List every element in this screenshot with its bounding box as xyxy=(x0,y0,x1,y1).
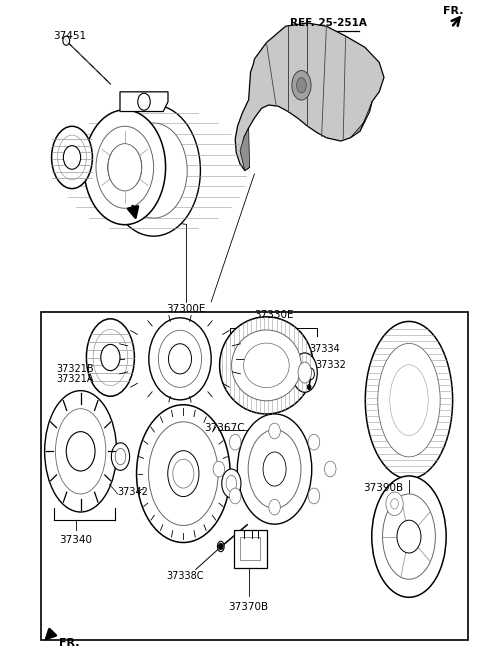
Text: 37321B: 37321B xyxy=(56,364,94,375)
Circle shape xyxy=(391,499,398,509)
Ellipse shape xyxy=(292,353,317,392)
Circle shape xyxy=(386,492,403,516)
Circle shape xyxy=(63,36,70,45)
Circle shape xyxy=(229,434,241,450)
Text: 37370B: 37370B xyxy=(228,602,269,612)
Ellipse shape xyxy=(248,430,301,508)
Ellipse shape xyxy=(217,541,224,552)
Text: 37342: 37342 xyxy=(118,487,148,497)
Circle shape xyxy=(138,93,150,110)
Ellipse shape xyxy=(168,451,199,497)
Ellipse shape xyxy=(298,362,312,383)
Ellipse shape xyxy=(220,317,313,414)
Circle shape xyxy=(63,146,81,169)
Circle shape xyxy=(173,459,194,488)
Ellipse shape xyxy=(84,110,166,224)
Circle shape xyxy=(324,461,336,477)
Ellipse shape xyxy=(390,365,428,436)
Ellipse shape xyxy=(263,452,286,486)
Ellipse shape xyxy=(136,405,230,543)
Ellipse shape xyxy=(108,144,142,191)
Polygon shape xyxy=(350,102,372,138)
Text: FR.: FR. xyxy=(59,638,79,648)
Ellipse shape xyxy=(55,409,106,494)
Ellipse shape xyxy=(45,391,117,512)
Circle shape xyxy=(229,488,241,504)
Circle shape xyxy=(308,434,320,450)
Ellipse shape xyxy=(222,469,241,498)
Ellipse shape xyxy=(115,449,126,464)
Circle shape xyxy=(269,499,280,515)
Ellipse shape xyxy=(307,368,314,380)
Ellipse shape xyxy=(378,344,440,457)
Circle shape xyxy=(213,461,225,477)
Polygon shape xyxy=(235,23,384,171)
Bar xyxy=(240,537,260,560)
Ellipse shape xyxy=(168,344,192,374)
Text: 37451: 37451 xyxy=(53,31,86,41)
Text: 37334: 37334 xyxy=(310,344,340,354)
Ellipse shape xyxy=(292,70,311,100)
Text: 37330E: 37330E xyxy=(254,310,293,320)
Text: REF. 25-251A: REF. 25-251A xyxy=(290,18,367,28)
Ellipse shape xyxy=(237,414,312,524)
Ellipse shape xyxy=(58,135,86,180)
Circle shape xyxy=(108,144,142,190)
Text: 37332: 37332 xyxy=(315,360,346,371)
Text: 37390B: 37390B xyxy=(363,483,403,493)
Circle shape xyxy=(307,384,311,390)
Ellipse shape xyxy=(86,319,134,396)
Ellipse shape xyxy=(372,476,446,597)
Ellipse shape xyxy=(297,77,306,93)
Text: 37300E: 37300E xyxy=(167,304,206,314)
Ellipse shape xyxy=(244,343,289,388)
Bar xyxy=(234,530,267,568)
Ellipse shape xyxy=(149,318,211,400)
Text: 37367C: 37367C xyxy=(204,423,245,433)
Circle shape xyxy=(218,543,223,550)
Ellipse shape xyxy=(226,475,237,492)
Polygon shape xyxy=(240,128,250,171)
Circle shape xyxy=(397,520,421,553)
Ellipse shape xyxy=(107,105,201,236)
Ellipse shape xyxy=(232,330,301,401)
Circle shape xyxy=(101,344,120,371)
Ellipse shape xyxy=(120,123,187,218)
Text: 37340: 37340 xyxy=(60,535,92,544)
Circle shape xyxy=(308,488,320,504)
Ellipse shape xyxy=(52,126,93,189)
Ellipse shape xyxy=(96,126,154,209)
Circle shape xyxy=(66,432,95,471)
Ellipse shape xyxy=(383,494,435,579)
Polygon shape xyxy=(120,92,168,112)
Text: 37321A: 37321A xyxy=(56,374,94,384)
Ellipse shape xyxy=(158,330,202,387)
Ellipse shape xyxy=(93,329,128,386)
Ellipse shape xyxy=(149,422,218,525)
Text: FR.: FR. xyxy=(444,7,464,16)
Ellipse shape xyxy=(365,321,453,479)
Text: 37338C: 37338C xyxy=(166,571,204,581)
Bar xyxy=(41,312,468,640)
Ellipse shape xyxy=(111,443,130,470)
Circle shape xyxy=(269,423,280,439)
